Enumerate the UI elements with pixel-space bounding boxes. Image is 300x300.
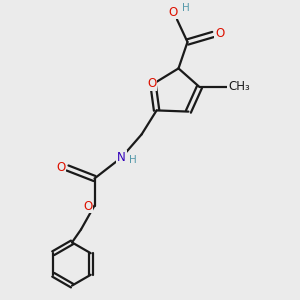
Text: O: O	[56, 161, 65, 174]
Text: O: O	[83, 200, 92, 213]
Text: O: O	[147, 77, 156, 90]
Text: H: H	[129, 155, 137, 165]
Text: O: O	[169, 5, 178, 19]
Text: O: O	[215, 27, 224, 40]
Text: H: H	[182, 3, 189, 13]
Text: N: N	[117, 151, 126, 164]
Text: CH₃: CH₃	[228, 80, 250, 94]
